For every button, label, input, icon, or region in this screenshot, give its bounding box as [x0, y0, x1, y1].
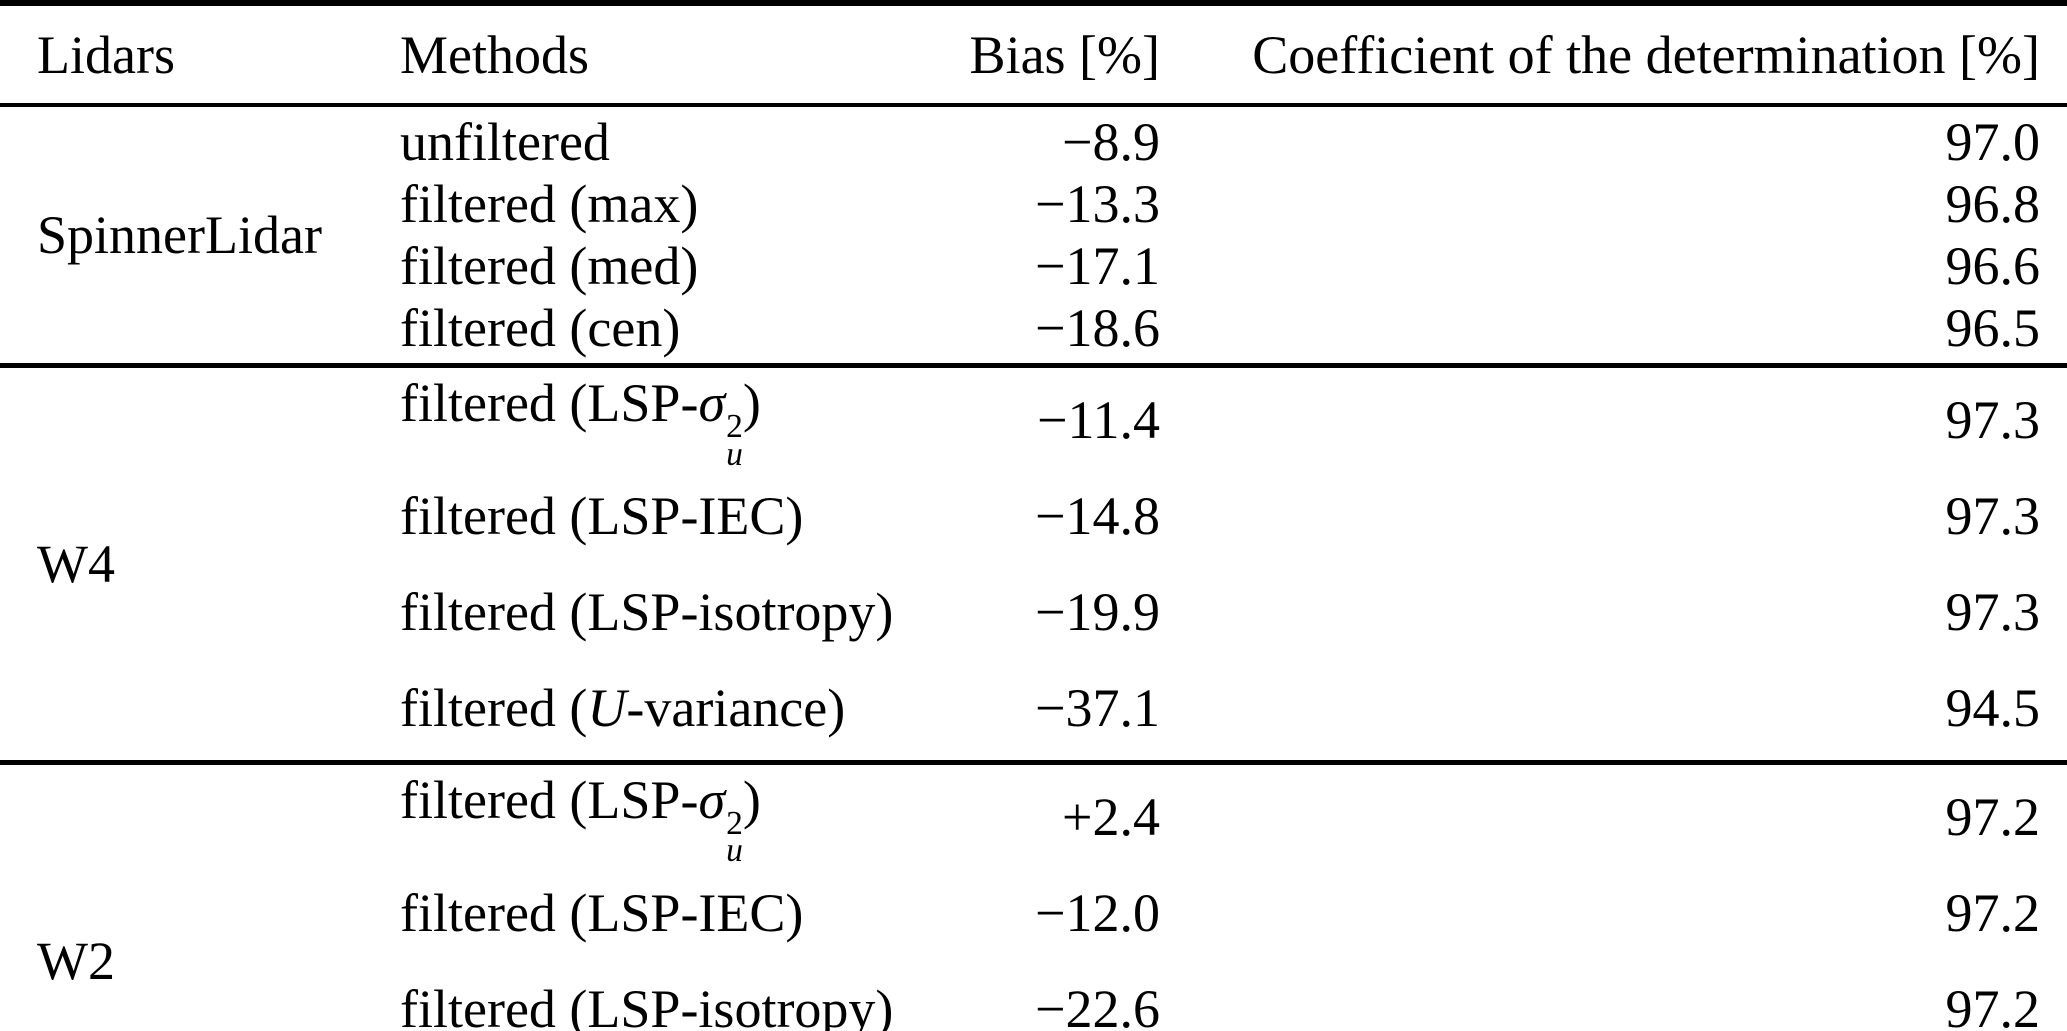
bias-value: −13.3 — [1035, 174, 1160, 234]
bias-value: −19.9 — [1035, 581, 1160, 642]
italic-math-symbol: U — [587, 677, 627, 738]
lidar-label: W4 — [37, 533, 115, 594]
method-cell: filtered (LSP-isotropy) — [400, 978, 894, 1031]
method-cell: unfiltered — [400, 112, 610, 172]
header-coefficient-of-determination: Coefficient of the determination [%] — [1252, 24, 2040, 85]
coefficient-of-determination-value: 94.5 — [1945, 677, 2041, 738]
table-section-spinnerlidar: SpinnerLidar unfiltered −8.9 97.0 filtered (… — [0, 107, 2067, 363]
bias-value: −37.1 — [1035, 677, 1160, 738]
method-cell: filtered (LSP-σ 2 u) — [400, 373, 761, 473]
method-cell: filtered (max) — [400, 174, 699, 234]
method-cell: filtered (cen) — [400, 298, 681, 358]
bias-value: −17.1 — [1035, 236, 1160, 296]
header-bias: Bias [%] — [969, 24, 1160, 85]
coefficient-of-determination-value: 96.5 — [1945, 298, 2041, 358]
table-section-w4: W4 filtered (LSP-σ 2 u) −11.4 97.3 filtered (L… — [0, 368, 2067, 760]
coefficient-of-determination-value: 97.2 — [1945, 786, 2041, 847]
header-bottom-rule — [0, 103, 2067, 107]
coefficient-of-determination-value: 97.3 — [1945, 485, 2041, 546]
method-cell: filtered (LSP-isotropy) — [400, 581, 894, 642]
bias-value: −8.9 — [1062, 112, 1160, 172]
bias-value: −14.8 — [1035, 485, 1160, 546]
coefficient-of-determination-value: 97.3 — [1945, 581, 2041, 642]
lidar-label: SpinnerLidar — [37, 205, 322, 265]
section-divider-rule — [0, 759, 2067, 765]
table-top-rule — [0, 0, 2067, 6]
bias-value: −22.6 — [1035, 978, 1160, 1031]
header-lidars: Lidars — [37, 24, 175, 85]
method-cell: filtered (LSP-σ 2 u) — [400, 769, 761, 870]
coefficient-of-determination-value: 96.6 — [1945, 236, 2041, 296]
table-body: SpinnerLidar unfiltered −8.9 97.0 filtered (… — [0, 107, 2067, 1031]
lidar-label: W2 — [37, 930, 115, 991]
method-cell: filtered (LSP-IEC) — [400, 485, 804, 546]
method-cell: filtered (med) — [400, 236, 699, 296]
header-methods: Methods — [400, 24, 589, 85]
coefficient-of-determination-value: 97.0 — [1945, 112, 2041, 172]
bias-value: −12.0 — [1035, 882, 1160, 943]
bias-value: −18.6 — [1035, 298, 1160, 358]
coefficient-of-determination-value: 97.2 — [1945, 882, 2041, 943]
table-header-row: Lidars Methods Bias [%] Coefficient of t… — [0, 6, 2067, 103]
method-cell: filtered (LSP-IEC) — [400, 882, 804, 943]
table-section-w2: W2 filtered (LSP-σ 2 u) +2.4 97.2 filtered (LS… — [0, 765, 2067, 1031]
bias-value: +2.4 — [1062, 786, 1160, 847]
section-divider-rule — [0, 363, 2067, 368]
coefficient-of-determination-value: 96.8 — [1945, 174, 2041, 234]
method-cell: filtered (U-variance) — [400, 677, 846, 738]
bias-value: −11.4 — [1037, 389, 1160, 450]
coefficient-of-determination-value: 97.2 — [1945, 978, 2041, 1031]
coefficient-of-determination-value: 97.3 — [1945, 389, 2041, 450]
